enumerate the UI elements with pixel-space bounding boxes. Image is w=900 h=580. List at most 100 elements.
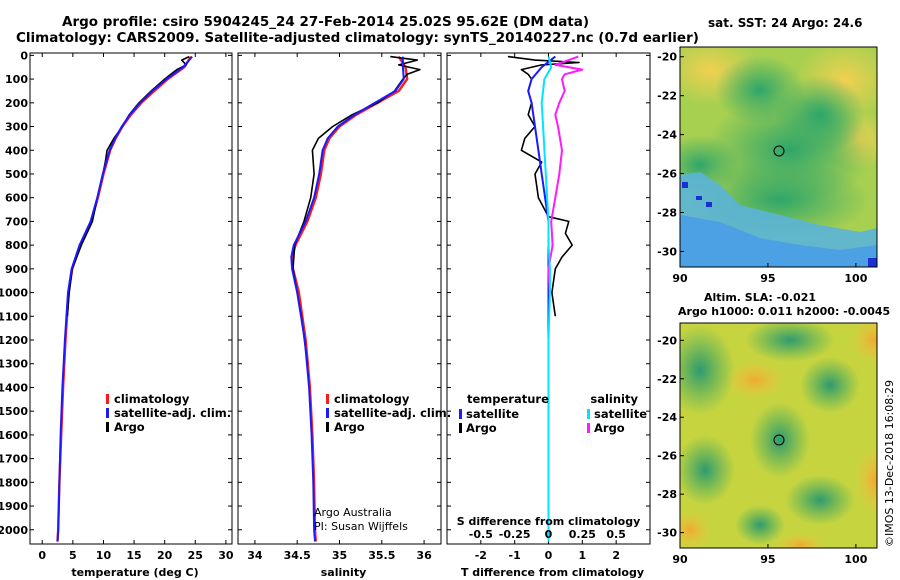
sst-float-marker xyxy=(773,145,785,157)
x-tick-label: 30 xyxy=(218,549,234,562)
sst-map-title: sat. SST: 24 Argo: 24.6 xyxy=(708,16,863,30)
diff-legend-sal-swatch xyxy=(587,423,590,433)
sla-map-y-tick-label: -30 xyxy=(657,527,677,540)
sst-map-axes: 90 95 100 -20 -22 -24 -26 -28 -30 xyxy=(657,51,868,285)
sla-map-axes: 90 95 100 -20 -22 -24 -26 -28 -30 xyxy=(657,334,868,566)
depth-tick-label: 1300 xyxy=(0,358,28,371)
sla-map-y-tick-label: -28 xyxy=(657,488,677,501)
panel-temperature: 0100200300400500600700800900100011001200… xyxy=(0,49,234,579)
depth-tick-label: 300 xyxy=(5,121,28,134)
sal-legend-swatch xyxy=(326,394,329,404)
temp-legend-swatch xyxy=(106,394,109,404)
temp-legend-label: Argo xyxy=(114,420,145,434)
diff-legend-sal-label: Argo xyxy=(594,421,625,435)
sal-legend-label: satellite-adj. clim. xyxy=(334,406,451,420)
sst-map-x-tick-label: 90 xyxy=(672,272,688,285)
x-tick-label: 34.5 xyxy=(284,549,311,562)
sla-map-x-tick-label: 95 xyxy=(760,553,775,566)
x-tick-label: 2 xyxy=(612,549,620,562)
x-axis-label: T difference from climatology xyxy=(461,566,644,579)
sst-map-y-tick-label: -28 xyxy=(657,206,677,219)
depth-tick-label: 2000 xyxy=(0,524,28,537)
temp-legend-swatch xyxy=(106,408,109,418)
x-tick-label: -2 xyxy=(475,549,487,562)
panel-salinity: 34 34.5 35 35.5 36 salinity climatologysatelli… xyxy=(237,52,451,579)
sst-map-y-tick-label: -30 xyxy=(657,245,677,258)
x2-tick-label: -0.25 xyxy=(499,528,531,541)
diff-legend-temp-swatch xyxy=(459,423,462,433)
sdiff-satellite-line xyxy=(540,56,553,542)
depth-tick-label: 100 xyxy=(5,73,28,86)
x2-tick-label: 0 xyxy=(545,528,553,541)
sdiff-argo-line xyxy=(547,55,584,293)
sla-map-x-tick-label: 100 xyxy=(844,553,867,566)
sla-map-title-line2: Argo h1000: 0.011 h2000: -0.0045 xyxy=(678,305,891,318)
sla-map-y-tick-label: -20 xyxy=(657,334,677,347)
sal-legend-swatch xyxy=(326,422,329,432)
figure-title-line1: Argo profile: csiro 5904245_24 27-Feb-20… xyxy=(62,14,590,30)
diff-legend-temp-title: temperature xyxy=(467,392,549,406)
sla-float-marker xyxy=(773,434,785,446)
imos-stamp: ©IMOS 13-Dec-2018 16:08:29 xyxy=(883,380,896,547)
sst-map-x-tick-label: 95 xyxy=(760,272,775,285)
sst-map-y-tick-label: -22 xyxy=(657,90,677,103)
x-tick-label: -1 xyxy=(509,549,521,562)
x-axis-label: salinity xyxy=(321,566,367,579)
temp-satellite-line xyxy=(56,55,193,542)
x2-tick-label: -0.5 xyxy=(469,528,493,541)
tdiff-argo-line xyxy=(507,55,580,317)
x-tick-label: 35 xyxy=(332,549,347,562)
depth-tick-label: 1700 xyxy=(0,453,28,466)
sla-map-x-tick-label: 90 xyxy=(672,553,688,566)
temp-legend-label: satellite-adj. clim. xyxy=(114,406,231,420)
depth-tick-label: 1200 xyxy=(0,334,28,347)
x-tick-label: 10 xyxy=(96,549,112,562)
sal-satellite-line xyxy=(290,56,405,542)
diff-legend-temp-label: Argo xyxy=(466,421,497,435)
panel-differences: -2 -1 0 1 2 T difference from climatology -0.5… xyxy=(446,52,651,579)
x-tick-label: 0 xyxy=(38,549,46,562)
sla-map-y-tick-label: -26 xyxy=(657,450,677,463)
depth-tick-label: 1900 xyxy=(0,500,28,513)
depth-tick-label: 800 xyxy=(5,239,28,252)
sst-map-y-tick-label: -24 xyxy=(657,129,677,142)
sst-map-y-tick-label: -20 xyxy=(657,51,677,64)
temp-argo-line xyxy=(66,55,190,317)
temp-legend-swatch xyxy=(106,422,109,432)
sal-climatology-line xyxy=(290,55,409,542)
x-tick-label: 35.5 xyxy=(368,549,395,562)
sst-map xyxy=(679,46,878,268)
figure-title-line2: Climatology: CARS2009. Satellite-adjuste… xyxy=(16,30,699,46)
depth-tick-label: 0 xyxy=(20,49,28,62)
x-tick-label: 20 xyxy=(157,549,173,562)
sal-legend-label: climatology xyxy=(334,392,410,406)
diff-legend-sal-label: satellite xyxy=(594,407,647,421)
credit-line2: PI: Susan Wijffels xyxy=(314,520,408,533)
x-tick-label: 25 xyxy=(188,549,203,562)
depth-tick-label: 700 xyxy=(5,215,28,228)
depth-tick-label: 1600 xyxy=(0,429,28,442)
x-axis-label: temperature (deg C) xyxy=(71,566,198,579)
diff-legend-temp-label: satellite xyxy=(466,407,519,421)
x-tick-label: 1 xyxy=(579,549,587,562)
depth-tick-label: 900 xyxy=(5,263,28,276)
temp-climatology-line xyxy=(56,55,193,542)
sla-map-title-line1: Altim. SLA: -0.021 xyxy=(704,291,817,304)
x-tick-label: 15 xyxy=(126,549,141,562)
sst-map-y-tick-label: -26 xyxy=(657,168,677,181)
x-tick-label: 36 xyxy=(416,549,432,562)
depth-tick-label: 500 xyxy=(5,168,28,181)
sst-map-x-tick-label: 100 xyxy=(844,272,867,285)
credit-line1: Argo Australia xyxy=(314,506,392,519)
depth-tick-label: 1000 xyxy=(0,287,28,300)
diff-legend-temp-swatch xyxy=(459,409,462,419)
depth-tick-label: 1500 xyxy=(0,405,28,418)
panel-frame-temperature xyxy=(29,52,233,545)
x-tick-label: 0 xyxy=(545,549,553,562)
x-tick-label: 34 xyxy=(247,549,263,562)
sla-map xyxy=(679,322,878,549)
sla-map-y-tick-label: -24 xyxy=(657,411,677,424)
x2-tick-label: 0.25 xyxy=(569,528,596,541)
